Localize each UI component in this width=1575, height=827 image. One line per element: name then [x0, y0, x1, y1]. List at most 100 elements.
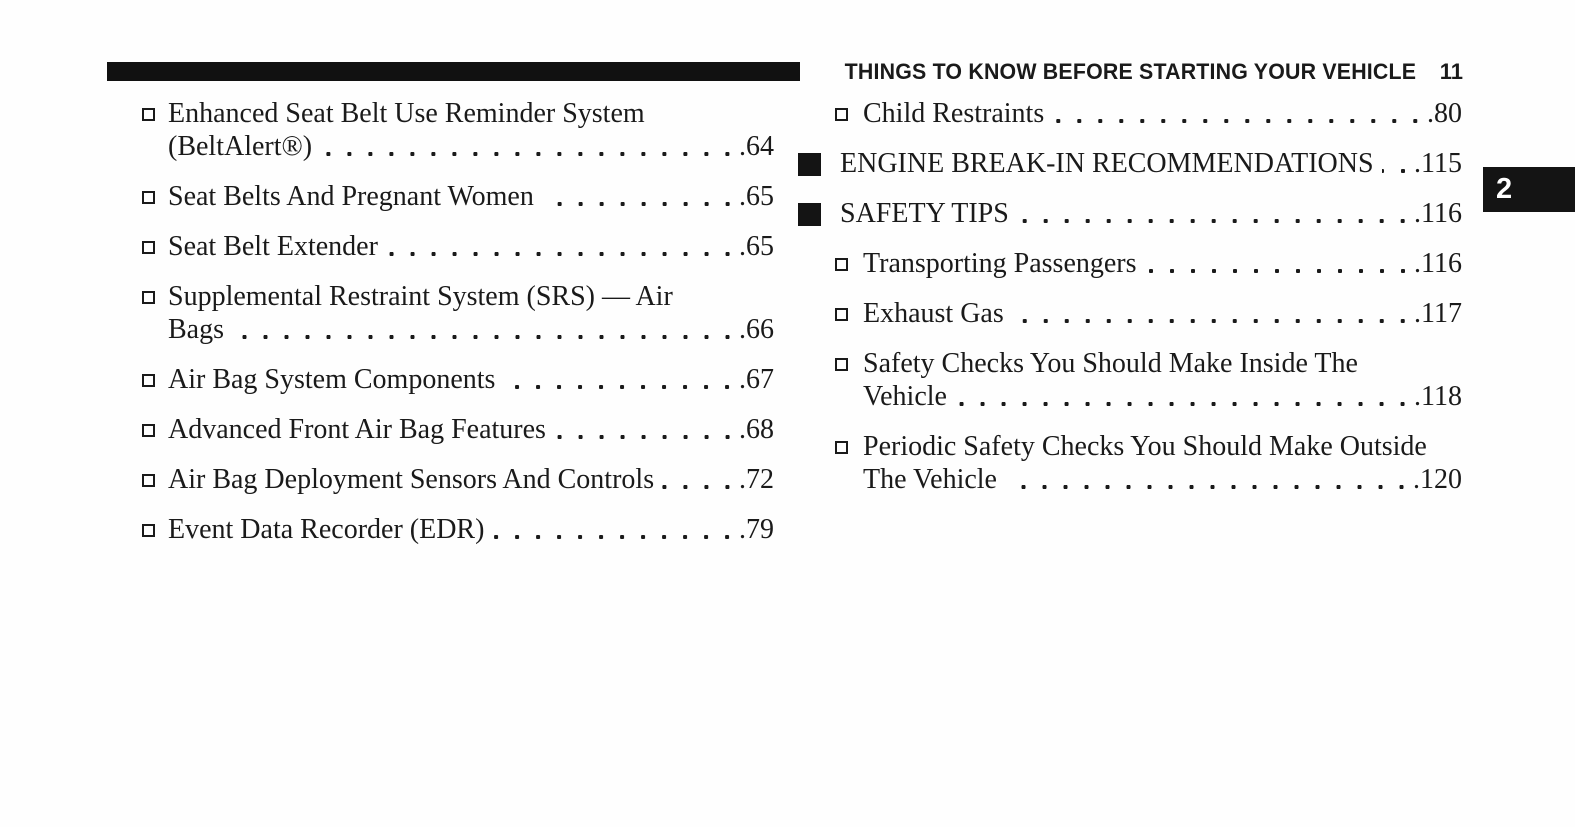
filled-square-bullet-icon [798, 147, 840, 180]
chapter-title: THINGS TO KNOW BEFORE STARTING YOUR VEHI… [844, 58, 1416, 84]
header-rule-bar [107, 62, 800, 81]
toc-entry: Periodic Safety Checks You Should Make O… [835, 430, 1462, 496]
open-square-icon [142, 241, 155, 254]
toc-page-number: 117 [1414, 297, 1462, 330]
toc-entry-content: Exhaust Gas 117 [863, 297, 1462, 330]
toc-page-number: 79 [739, 513, 774, 546]
toc-entry: Child Restraints 80 [835, 97, 1462, 130]
toc-entry-text: (BeltAlert®) [168, 131, 313, 162]
open-square-icon [142, 424, 155, 437]
filled-square-bullet-icon [798, 197, 840, 230]
open-square-icon [142, 374, 155, 387]
toc-entry-content: Seat Belts And Pregnant Women 65 [168, 180, 774, 213]
open-square-bullet-icon [142, 230, 168, 263]
toc-entry-content: Seat Belt Extender 65 [168, 230, 774, 263]
toc-entry-content: Event Data Recorder (EDR) 79 [168, 513, 774, 546]
toc-entry-content: SAFETY TIPS 116 [840, 197, 1462, 230]
toc-entry-text: Seat Belts And Pregnant Women [168, 181, 534, 212]
toc-page-number: 68 [739, 413, 774, 446]
open-square-icon [835, 108, 848, 121]
toc-entry-text: ENGINE BREAK-IN RECOMMENDATIONS [840, 148, 1374, 179]
toc-entry-text: Child Restraints [863, 98, 1045, 129]
toc-entry: Safety Checks You Should Make Inside The… [835, 347, 1462, 413]
toc-entry-text: Advanced Front Air Bag Features [168, 414, 546, 445]
toc-entry: Enhanced Seat Belt Use Reminder System (B… [142, 97, 774, 163]
leader-dots [662, 463, 739, 496]
filled-square-icon [798, 203, 821, 226]
open-square-icon [142, 291, 155, 304]
toc-entry-text: Safety Checks You Should Make Inside The [863, 348, 1358, 379]
open-square-bullet-icon [142, 280, 168, 346]
toc-entry: Event Data Recorder (EDR) 79 [142, 513, 774, 546]
open-square-bullet-icon [142, 413, 168, 446]
open-square-bullet-icon [142, 363, 168, 396]
open-square-icon [142, 524, 155, 537]
toc-page-number: 116 [1414, 247, 1462, 280]
leader-dots [1011, 297, 1415, 330]
open-square-icon [835, 358, 848, 371]
toc-entry: ENGINE BREAK-IN RECOMMENDATIONS 115 [798, 147, 1462, 180]
toc-entry-text: Transporting Passengers [863, 248, 1137, 279]
open-square-bullet-icon [835, 430, 863, 496]
leader-dots [1144, 247, 1415, 280]
toc-entry-content: ENGINE BREAK-IN RECOMMENDATIONS 115 [840, 147, 1462, 180]
toc-entry-text: Periodic Safety Checks You Should Make O… [863, 431, 1427, 462]
toc-column-right: Child Restraints 80 ENGINE BREAK-IN RECOM… [798, 97, 1462, 513]
open-square-bullet-icon [835, 347, 863, 413]
leader-dots [553, 413, 739, 446]
toc-page-number: 64 [739, 130, 774, 163]
toc-entry-text: SAFETY TIPS [840, 198, 1009, 229]
open-square-bullet-icon [142, 513, 168, 546]
header-page-number: 11 [1439, 58, 1463, 84]
toc-entry: Seat Belt Extender 65 [142, 230, 774, 263]
toc-entry-text: Event Data Recorder (EDR) [168, 514, 485, 545]
open-square-bullet-icon [142, 463, 168, 496]
toc-entry-text: Vehicle [863, 381, 947, 412]
leader-dots [954, 380, 1415, 413]
open-square-bullet-icon [835, 247, 863, 280]
toc-entry-content: Periodic Safety Checks You Should Make O… [863, 430, 1462, 496]
chapter-tab-number: 2 [1496, 173, 1513, 205]
page-header: THINGS TO KNOW BEFORE STARTING YOUR VEHI… [107, 58, 1463, 85]
open-square-bullet-icon [835, 97, 863, 130]
open-square-icon [835, 308, 848, 321]
toc-entry: Seat Belts And Pregnant Women 65 [142, 180, 774, 213]
toc-page-number: 120 [1413, 463, 1462, 496]
leader-dots [492, 513, 739, 546]
toc-page-number: 67 [739, 363, 774, 396]
toc-entry-text: Air Bag System Components [168, 364, 496, 395]
leader-dots [503, 363, 739, 396]
toc-entry-text: Exhaust Gas [863, 298, 1004, 329]
toc-entry: Supplemental Restraint System (SRS) — Ai… [142, 280, 774, 346]
toc-entry: Transporting Passengers 116 [835, 247, 1462, 280]
leader-dots [1004, 463, 1413, 496]
leader-dots [320, 130, 739, 163]
toc-entry-text: Supplemental Restraint System (SRS) — Ai… [168, 281, 673, 312]
toc-entry: SAFETY TIPS 116 [798, 197, 1462, 230]
toc-entry-text: The Vehicle [863, 464, 997, 495]
toc-entry-content: Safety Checks You Should Make Inside The… [863, 347, 1462, 413]
toc-entry-text: Air Bag Deployment Sensors And Controls [168, 464, 655, 495]
toc-column-left: Enhanced Seat Belt Use Reminder System (B… [142, 97, 774, 563]
open-square-icon [142, 191, 155, 204]
toc-entry-text: Bags [168, 314, 224, 345]
toc-page-number: 66 [739, 313, 774, 346]
leader-dots [385, 230, 739, 263]
toc-entry: Advanced Front Air Bag Features 68 [142, 413, 774, 446]
toc-page-number: 65 [739, 230, 774, 263]
toc-page-number: 65 [739, 180, 774, 213]
toc-entry-content: Enhanced Seat Belt Use Reminder System (B… [168, 97, 774, 163]
leader-dots [1052, 97, 1427, 130]
toc-entry-content: Advanced Front Air Bag Features 68 [168, 413, 774, 446]
toc-page-number: 80 [1427, 97, 1462, 130]
chapter-tab: 2 [1483, 167, 1575, 212]
open-square-bullet-icon [142, 97, 168, 163]
leader-dots [1016, 197, 1415, 230]
open-square-bullet-icon [835, 297, 863, 330]
filled-square-icon [798, 153, 821, 176]
toc-entry-content: Transporting Passengers 116 [863, 247, 1462, 280]
leader-dots [232, 313, 739, 346]
open-square-icon [142, 474, 155, 487]
open-square-bullet-icon [142, 180, 168, 213]
